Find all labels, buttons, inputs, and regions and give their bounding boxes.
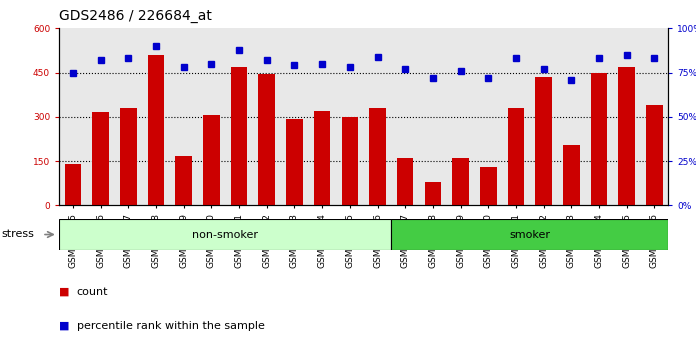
Bar [258, 74, 275, 205]
Bar [231, 67, 247, 205]
Text: ■: ■ [59, 287, 70, 297]
Bar [397, 158, 413, 205]
Bar [646, 105, 663, 205]
Text: percentile rank within the sample: percentile rank within the sample [77, 321, 264, 331]
Text: non-smoker: non-smoker [192, 229, 258, 240]
Bar [175, 156, 192, 205]
Bar [480, 167, 496, 205]
Bar [59, 219, 391, 250]
Bar [618, 67, 635, 205]
Bar [452, 158, 469, 205]
Bar [120, 108, 136, 205]
Bar [342, 118, 358, 205]
Bar [391, 219, 668, 250]
Bar [535, 77, 552, 205]
Bar [314, 111, 331, 205]
Bar [369, 108, 386, 205]
Text: smoker: smoker [509, 229, 551, 240]
Bar [425, 182, 441, 205]
Bar [563, 145, 580, 205]
Text: stress: stress [1, 229, 34, 239]
Text: ■: ■ [59, 321, 70, 331]
Text: GDS2486 / 226684_at: GDS2486 / 226684_at [59, 9, 212, 23]
Bar [148, 55, 164, 205]
Bar [591, 73, 607, 205]
Bar [203, 115, 220, 205]
Bar [507, 108, 524, 205]
Bar [286, 119, 303, 205]
Bar [65, 164, 81, 205]
Text: count: count [77, 287, 108, 297]
Bar [93, 113, 109, 205]
